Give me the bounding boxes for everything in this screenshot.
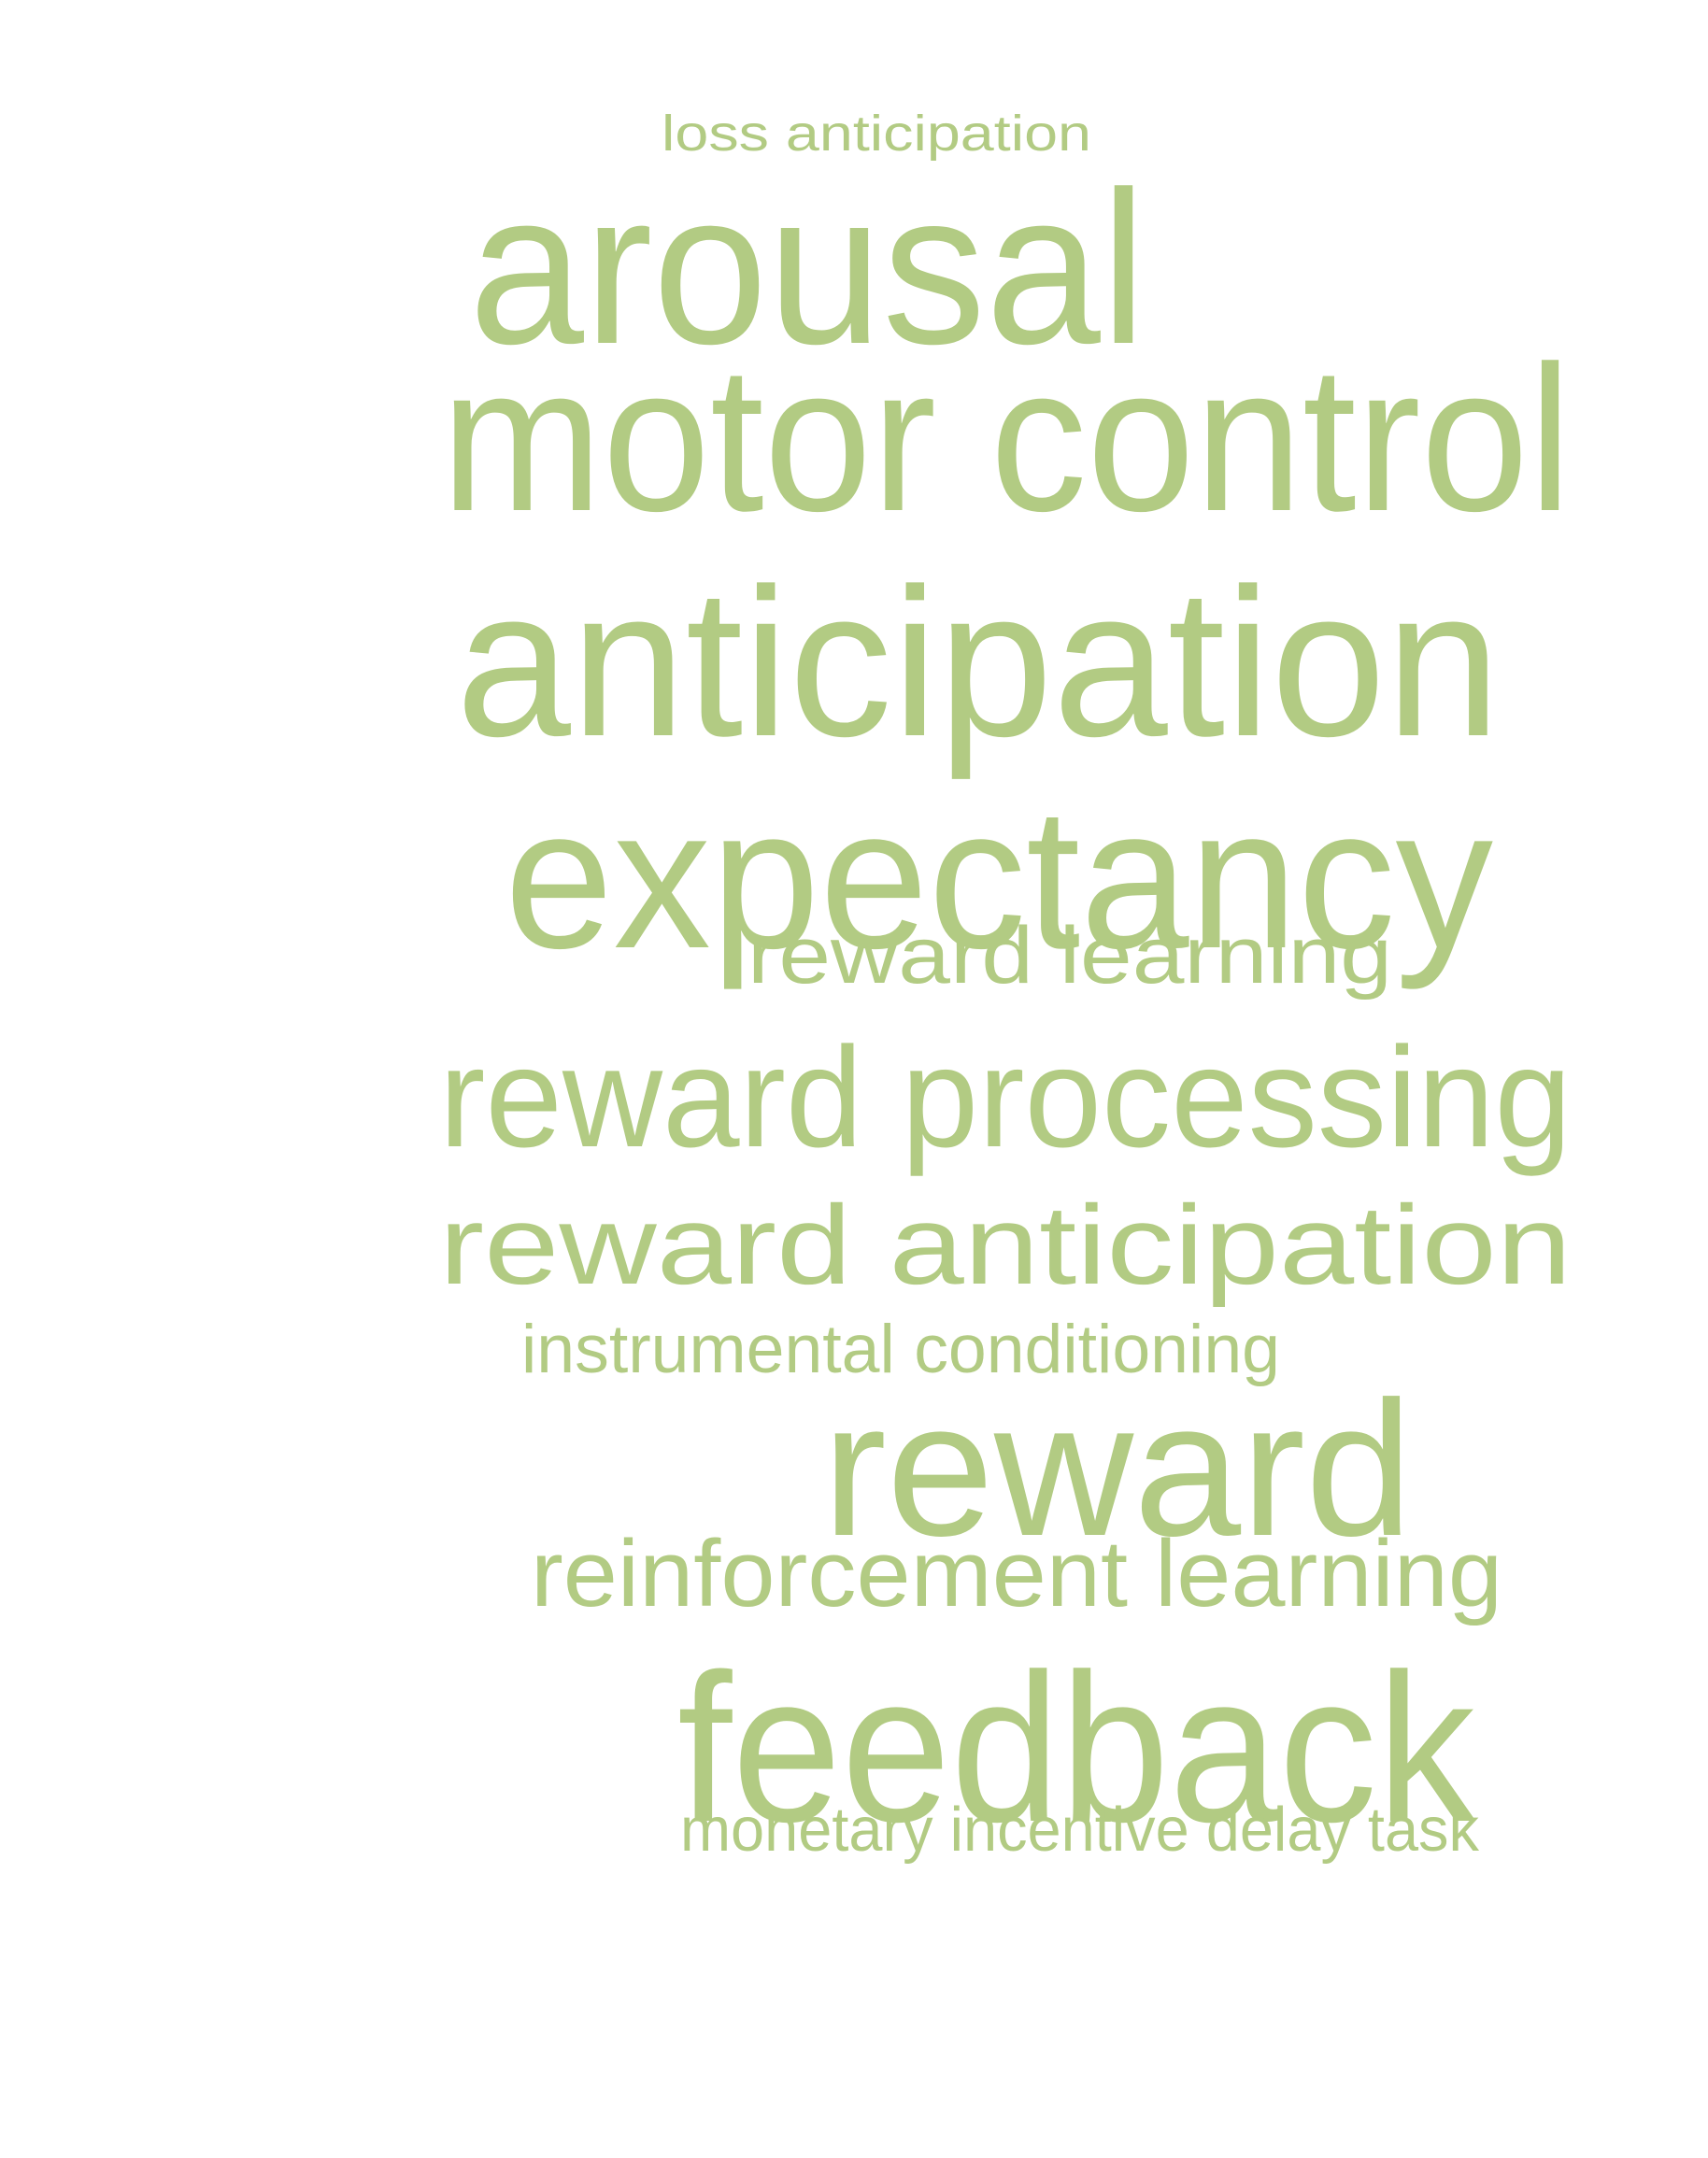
word-expectancy: expectancy	[505, 765, 1494, 991]
word-reward: reward	[822, 1360, 1413, 1576]
word-reward-learning: reward learning	[747, 910, 1392, 1001]
word-motor-control: motor control	[441, 322, 1573, 555]
word-arousal: arousal	[469, 147, 1146, 390]
word-reward-anticipation: reward anticipation	[439, 1181, 1573, 1308]
word-loss-anticipation: loss anticipation	[662, 105, 1091, 162]
word-instrumental-conditioning: instrumental conditioning	[521, 1311, 1280, 1387]
word-anticipation: anticipation	[456, 544, 1501, 780]
word-reinforcement-learning: reinforcement learning	[531, 1520, 1502, 1626]
word-feedback: feedback	[677, 1629, 1475, 1867]
word-reward-processing: reward processing	[439, 1017, 1572, 1177]
word-monetary-incentive-delay-task: monetary incentive delay task	[680, 1796, 1479, 1865]
